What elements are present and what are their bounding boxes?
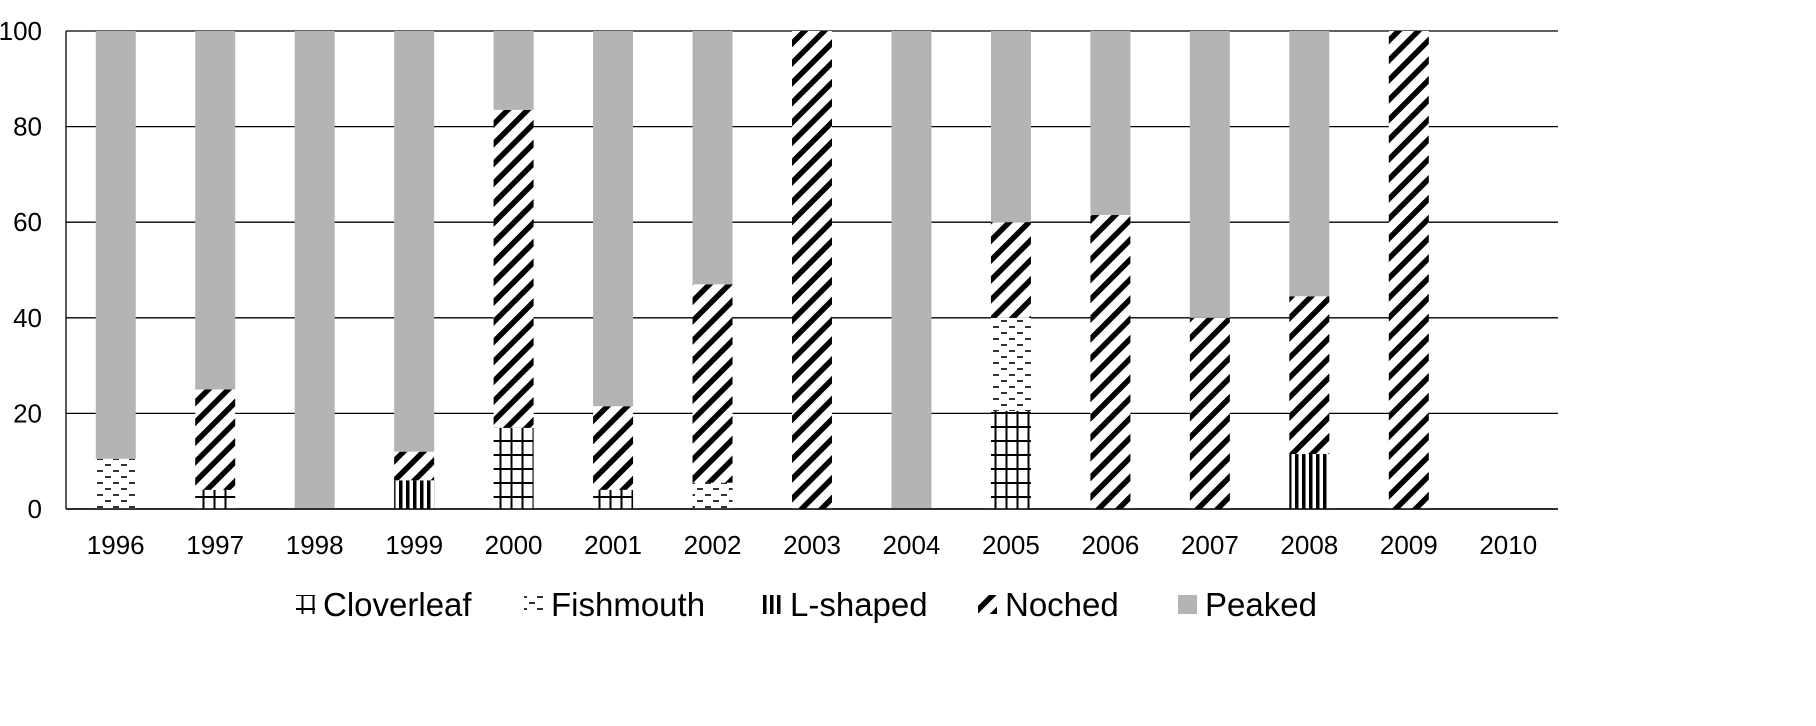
bar-cloverleaf-1997	[195, 489, 236, 509]
axes: 0 20 40 60 80 100 1996 1997 1998 1999 2000 2001 2002…	[0, 16, 1558, 560]
bar-peaked-1998	[294, 31, 335, 509]
legend-item-cloverleaf: Cloverleaf	[296, 586, 472, 623]
x-tick-label-2009: 2009	[1380, 530, 1438, 560]
legend-label-cloverleaf: Cloverleaf	[323, 586, 472, 623]
bar-noched-2002	[692, 284, 733, 483]
x-tick-label-2007: 2007	[1181, 530, 1239, 560]
x-tick-label-2010: 2010	[1479, 530, 1537, 560]
y-tick-label-20: 20	[13, 398, 42, 428]
bar-noched-2005	[990, 222, 1031, 318]
y-tick-label-40: 40	[13, 303, 42, 333]
bars	[95, 31, 1429, 509]
x-tick-label-2008: 2008	[1280, 530, 1338, 560]
bar-stack-1997	[195, 31, 236, 509]
bar-peaked-2002	[692, 31, 733, 285]
y-tick-label-80: 80	[13, 112, 42, 142]
bar-noched-2006	[1090, 215, 1131, 509]
legend-swatch-cloverleaf	[296, 595, 315, 614]
bar-noched-2008	[1289, 296, 1330, 455]
bar-noched-2009	[1388, 31, 1429, 509]
legend-item-fishmouth: Fishmouth	[524, 586, 705, 623]
bar-stack-2006	[1090, 31, 1131, 509]
bar-stack-2005	[990, 31, 1031, 509]
legend-label-l-shaped: L-shaped	[790, 586, 928, 623]
bar-peaked-2007	[1189, 31, 1230, 318]
legend-swatch-fishmouth	[524, 595, 543, 614]
x-tick-label-1997: 1997	[186, 530, 244, 560]
bar-noched-1999	[394, 451, 435, 481]
x-tick-label-1996: 1996	[87, 530, 145, 560]
y-tick-label-0: 0	[28, 494, 42, 524]
bar-noched-1997	[195, 389, 236, 490]
bar-l-shaped-2008	[1289, 454, 1330, 509]
bar-noched-2001	[593, 406, 634, 490]
bar-stack-2008	[1289, 31, 1330, 509]
x-tick-label-2002: 2002	[684, 530, 742, 560]
bar-peaked-2008	[1289, 31, 1330, 297]
legend-item-peaked: Peaked	[1178, 586, 1317, 623]
bar-cloverleaf-2005	[990, 411, 1031, 509]
bar-fishmouth-1996	[95, 458, 136, 509]
bar-cloverleaf-2001	[593, 489, 634, 509]
x-tick-label-2006: 2006	[1081, 530, 1139, 560]
legend-label-fishmouth: Fishmouth	[551, 586, 705, 623]
bar-fishmouth-2005	[990, 317, 1031, 412]
bar-cloverleaf-2000	[493, 427, 534, 509]
bar-noched-2000	[493, 109, 534, 428]
bar-stack-2007	[1189, 31, 1230, 509]
x-tick-label-1998: 1998	[286, 530, 344, 560]
bar-stack-1996	[95, 31, 136, 509]
legend-swatch-noched	[978, 595, 997, 614]
legend-label-peaked: Peaked	[1205, 586, 1317, 623]
bar-stack-2009	[1388, 31, 1429, 509]
legend-swatch-l-shaped	[763, 595, 782, 614]
bar-peaked-2004	[891, 31, 932, 509]
bar-noched-2003	[792, 31, 832, 509]
x-tick-label-2000: 2000	[485, 530, 543, 560]
legend: Cloverleaf Fishmouth L-shaped Noched Peaked	[296, 586, 1317, 623]
bar-stack-2004	[891, 31, 932, 509]
bar-peaked-2001	[593, 31, 634, 407]
bar-stack-1998	[294, 31, 335, 509]
bar-stack-1999	[394, 31, 435, 509]
legend-swatch-peaked	[1178, 595, 1197, 614]
bar-stack-2003	[792, 31, 832, 509]
y-tick-label-60: 60	[13, 207, 42, 237]
bar-peaked-1996	[95, 31, 136, 459]
legend-item-noched: Noched	[978, 586, 1119, 623]
y-tick-label-100: 100	[0, 16, 42, 46]
x-tick-label-2004: 2004	[883, 530, 941, 560]
bar-noched-2007	[1189, 317, 1230, 509]
x-tick-label-2001: 2001	[584, 530, 642, 560]
bar-peaked-1997	[195, 31, 236, 390]
bar-l-shaped-1999	[394, 480, 435, 509]
bar-stack-2000	[493, 31, 534, 509]
bar-peaked-2005	[990, 31, 1031, 223]
bar-peaked-1999	[394, 31, 435, 452]
legend-item-l-shaped: L-shaped	[763, 586, 928, 623]
x-tick-label-2005: 2005	[982, 530, 1040, 560]
bar-stack-2002	[692, 31, 733, 509]
x-tick-label-1999: 1999	[385, 530, 443, 560]
bar-peaked-2006	[1090, 31, 1131, 216]
bar-fishmouth-2002	[692, 482, 733, 509]
x-tick-label-2003: 2003	[783, 530, 841, 560]
legend-label-noched: Noched	[1005, 586, 1119, 623]
bar-stack-2001	[593, 31, 634, 509]
bar-peaked-2000	[493, 31, 534, 110]
